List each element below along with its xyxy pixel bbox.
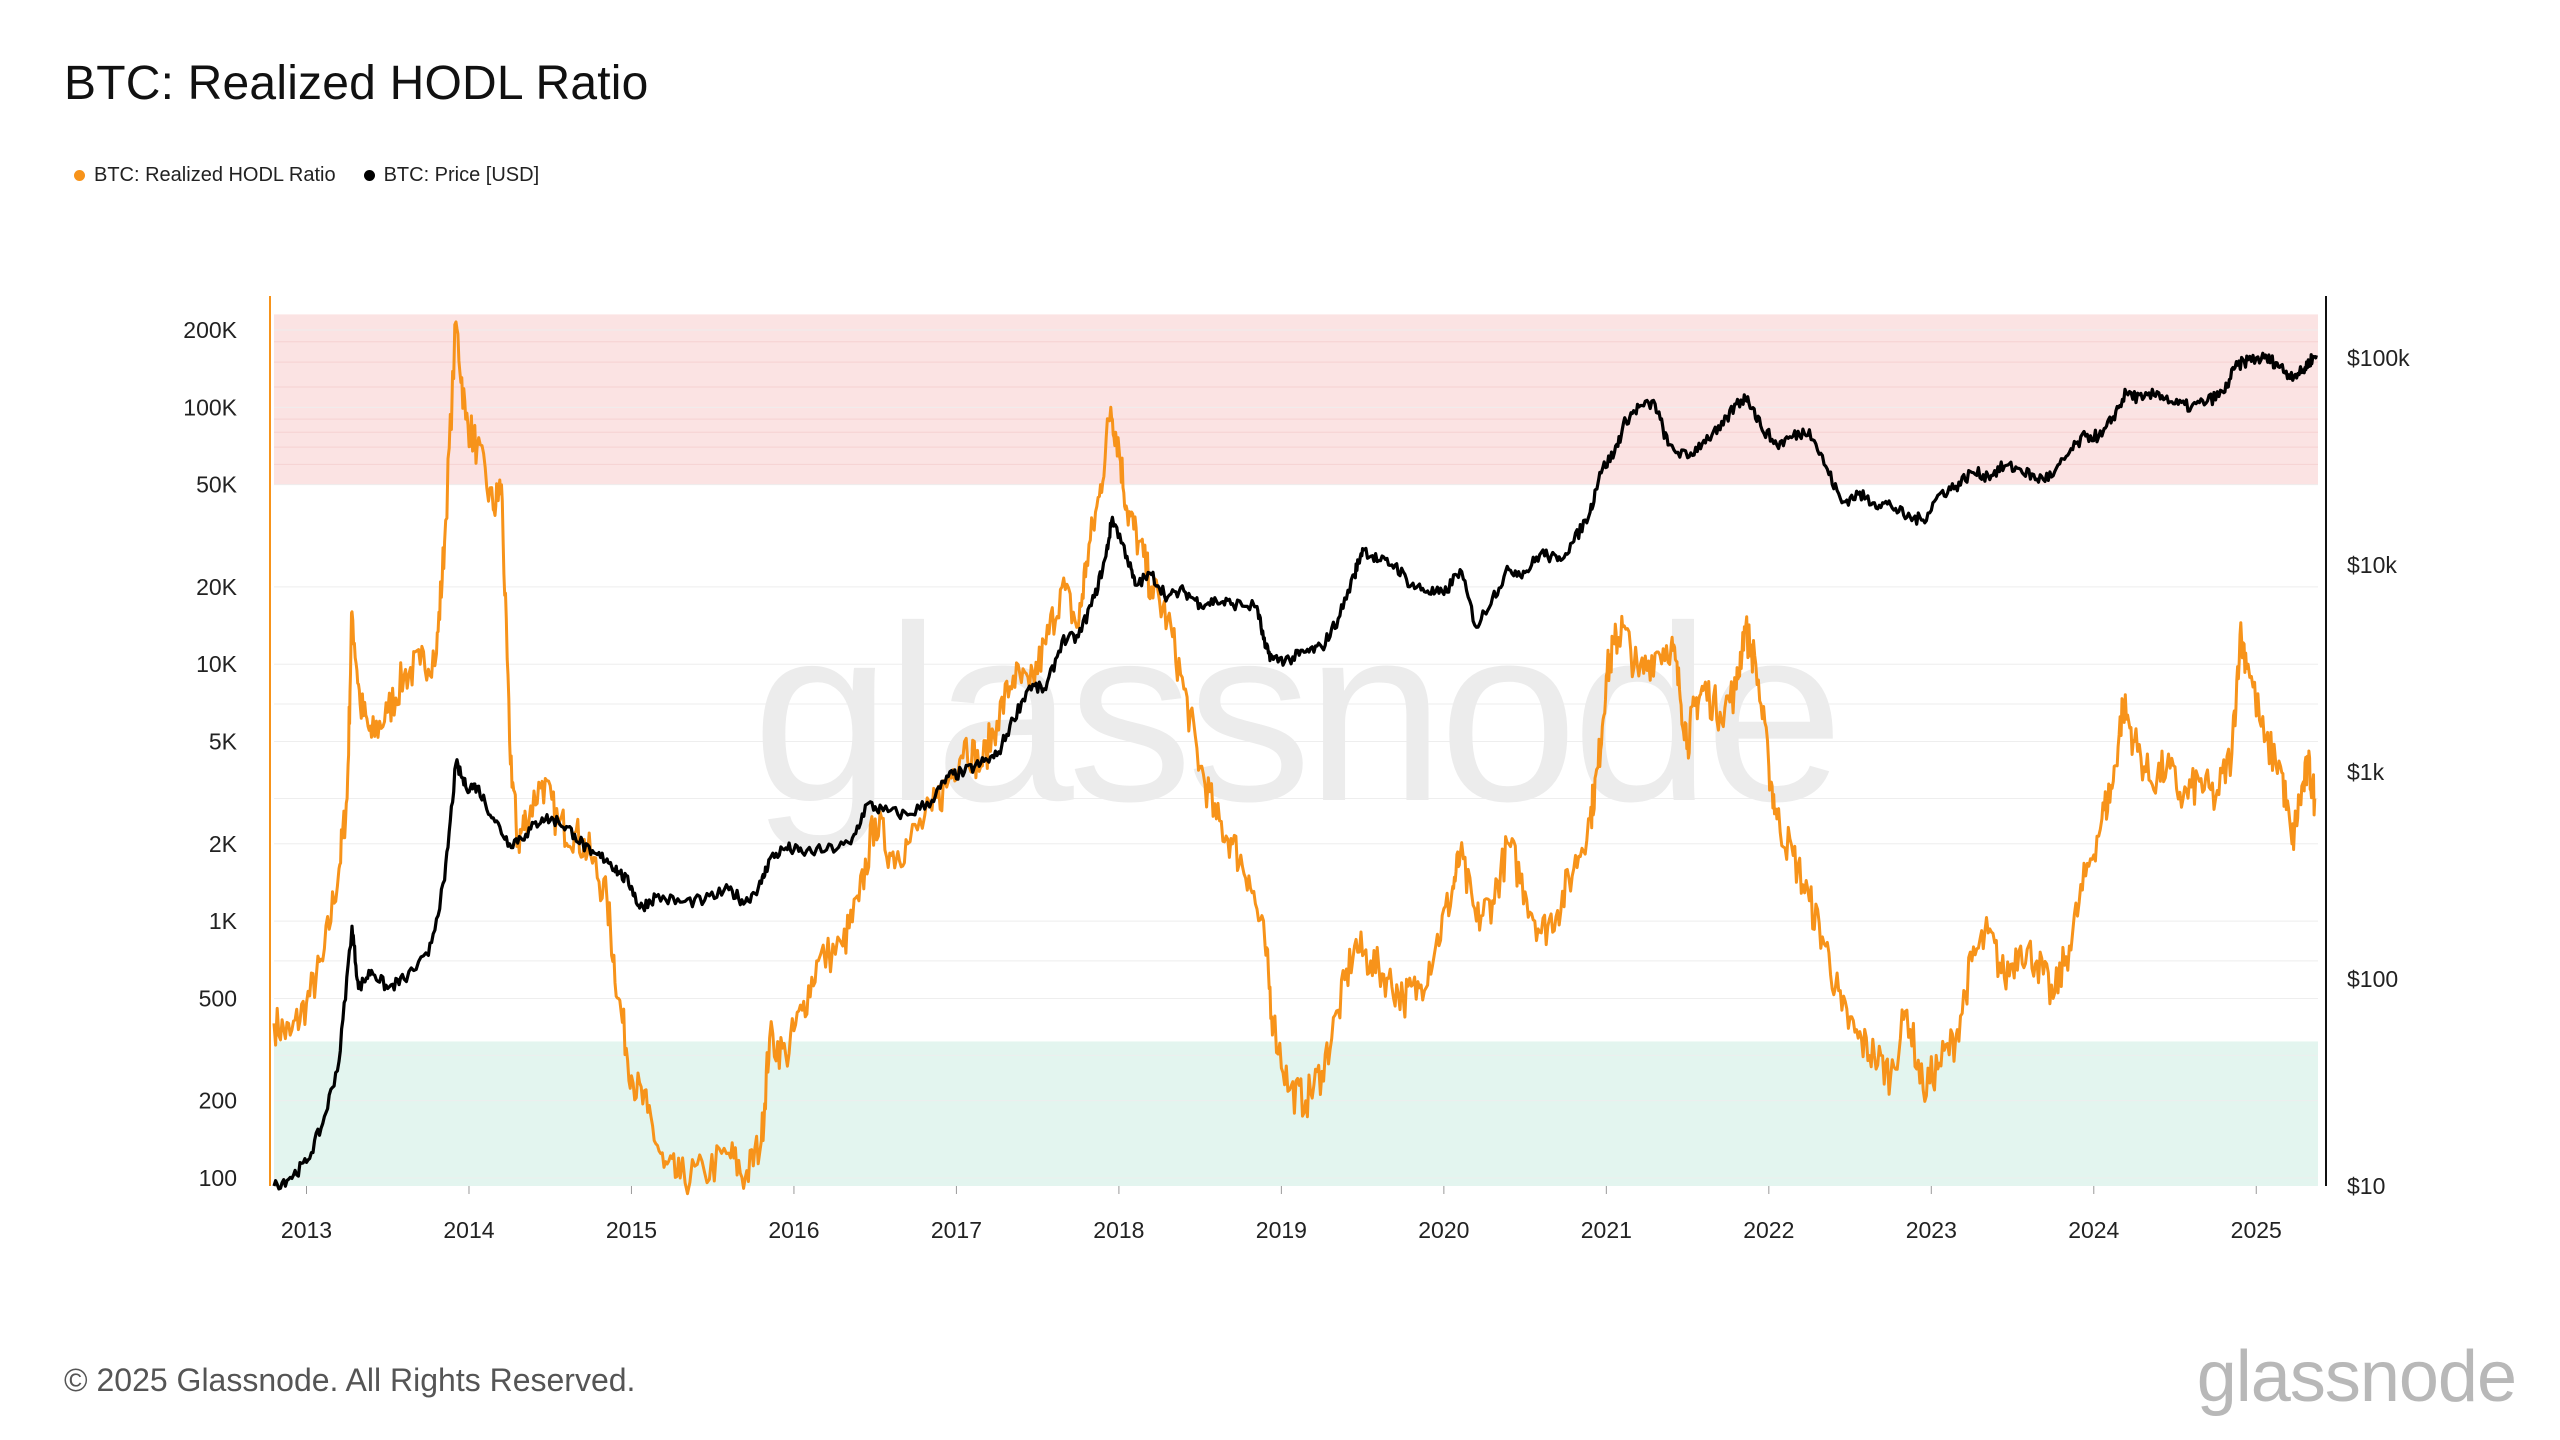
legend-marker-hodl-ratio: [74, 170, 85, 181]
y-left-tick-label: 200K: [183, 317, 237, 343]
x-tick-label: 2018: [1093, 1217, 1144, 1243]
legend-label-price: BTC: Price [USD]: [383, 164, 540, 186]
x-tick-label: 2021: [1581, 1217, 1632, 1243]
y-right-tick-label: $10k: [2347, 552, 2397, 578]
y-left-tick-label: 100: [199, 1165, 237, 1191]
glassnode-logo: glassnode: [2196, 1337, 2517, 1417]
x-tick-label: 2023: [1906, 1217, 1957, 1243]
y-left-tick-label: 200: [199, 1088, 237, 1114]
legend-item-price[interactable]: BTC: Price [USD]: [363, 164, 540, 187]
hodl-ratio-series-line: [272, 320, 2317, 1196]
legend-label-hodl-ratio: BTC: Realized HODL Ratio: [94, 164, 336, 186]
y-left-tick-label: 5K: [209, 729, 238, 755]
page-title: BTC: Realized HODL Ratio: [64, 57, 649, 110]
y-left-tick-label: 1K: [209, 908, 238, 934]
x-tick-label: 2017: [931, 1217, 982, 1243]
legend-marker-price: [363, 170, 375, 181]
x-tick-label: 2022: [1743, 1217, 1794, 1243]
y-right-tick-label: $10: [2347, 1173, 2385, 1199]
x-tick-label: 2015: [606, 1217, 657, 1243]
x-tick-label: 2016: [768, 1217, 819, 1243]
chart-legend: BTC: Realized HODL Ratio BTC: Price [USD…: [74, 164, 539, 187]
hodl-ratio-chart[interactable]: glassnode 200K 100K 50K 20K 10K 5K 2K 1K 500 200 1…: [0, 0, 2560, 1320]
x-tick-label: 2019: [1256, 1217, 1307, 1243]
copyright-text: © 2025 Glassnode. All Rights Reserved.: [64, 1362, 636, 1398]
legend-item-hodl-ratio[interactable]: BTC: Realized HODL Ratio: [74, 164, 336, 187]
chart-watermark: glassnode: [752, 574, 1838, 853]
y-right-tick-label: $100k: [2347, 345, 2410, 371]
overheated-zone: [274, 314, 2318, 485]
y-left-tick-label: 10K: [196, 651, 238, 677]
price-series-line: [272, 351, 2318, 1191]
y-left-tick-label: 50K: [196, 472, 238, 498]
x-tick-label: 2020: [1418, 1217, 1469, 1243]
y-left-tick-label: 20K: [196, 574, 238, 600]
x-tick-label: 2014: [443, 1217, 494, 1243]
x-tick-label: 2025: [2231, 1217, 2282, 1243]
y-left-tick-label: 500: [199, 985, 237, 1011]
x-tick-label: 2013: [281, 1217, 332, 1243]
y-left-tick-label: 100K: [183, 394, 237, 420]
y-left-tick-label: 2K: [209, 831, 238, 857]
y-right-tick-label: $100: [2347, 966, 2398, 992]
y-right-tick-label: $1k: [2347, 759, 2385, 785]
x-tick-label: 2024: [2068, 1217, 2119, 1243]
undervalued-zone: [274, 1041, 2318, 1186]
